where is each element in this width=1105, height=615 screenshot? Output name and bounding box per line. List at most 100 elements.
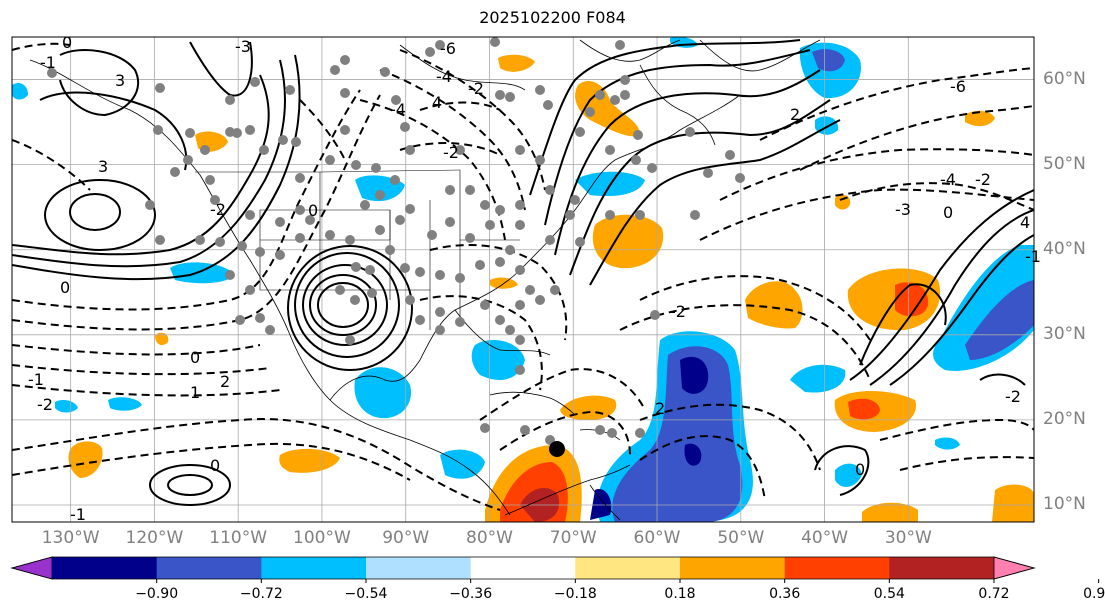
station-dot <box>155 83 165 93</box>
station-dot <box>610 95 620 105</box>
station-dot <box>435 270 445 280</box>
colorbar-segment <box>261 557 367 579</box>
negative-anomaly-region <box>835 463 862 487</box>
contour-label: -1 <box>28 370 44 389</box>
storm-center-marker <box>549 441 565 457</box>
contour-label: 4 <box>1020 213 1030 232</box>
contour-label: 1 <box>190 383 200 402</box>
station-dot <box>535 155 545 165</box>
station-dot <box>375 190 385 200</box>
contour-label: -3 <box>895 200 911 219</box>
positive-anomaly-region <box>835 194 851 210</box>
station-dot <box>480 200 490 210</box>
station-dot <box>391 95 401 105</box>
latitude-label: 40°N <box>1043 238 1086 259</box>
station-dot <box>435 325 445 335</box>
station-dot <box>465 233 475 243</box>
station-dot <box>575 127 585 137</box>
colorbar-segment <box>784 557 890 579</box>
contour-label: -4 <box>436 67 452 86</box>
station-dot <box>480 300 490 310</box>
positive-anomaly-region <box>575 80 640 137</box>
station-dot <box>735 173 745 183</box>
station-dot <box>505 92 515 102</box>
station-dot <box>515 265 525 275</box>
contour-label: 0 <box>855 460 865 479</box>
station-dot <box>295 205 305 215</box>
colorbar-tick-label: 0.18 <box>664 586 696 602</box>
station-dot <box>690 210 700 220</box>
station-dot <box>570 195 580 205</box>
station-dot <box>405 145 415 155</box>
contour-label: -2 <box>210 200 226 219</box>
map-frame <box>11 36 1035 523</box>
station-dot <box>605 145 615 155</box>
colorbar <box>10 556 1100 583</box>
longitude-label: 130°W <box>41 528 100 548</box>
negative-anomaly-region <box>170 262 235 284</box>
station-dot <box>595 90 605 100</box>
station-dot <box>435 40 445 50</box>
contour-label: 0 <box>308 201 318 220</box>
station-dot <box>210 195 220 205</box>
station-dot <box>485 220 495 230</box>
contour-label: 2 <box>655 399 665 418</box>
station-dot <box>275 250 285 260</box>
longitude-label: 50°W <box>717 528 765 548</box>
longitude-label: 30°W <box>884 528 932 548</box>
negative-anomaly-region <box>471 340 525 380</box>
station-dot <box>183 155 193 165</box>
contour-label: 2 <box>220 372 230 391</box>
colorbar-segment <box>680 557 786 579</box>
contour-label: 2 <box>790 105 800 124</box>
contour-label: 0 <box>60 278 70 297</box>
station-dot <box>475 260 485 270</box>
negative-anomaly-region <box>108 397 142 411</box>
longitude-label: 40°W <box>801 528 849 548</box>
station-dot <box>495 257 505 267</box>
positive-anomaly-region <box>155 332 169 346</box>
colorbar-tick-label: 0.36 <box>769 586 801 602</box>
station-dot <box>325 230 335 240</box>
station-dot <box>605 210 615 220</box>
contour-lines <box>12 39 1034 506</box>
contour-labels: -1 0 3 -3 -6 -4 -2 3 4 -4 -2 0 -2 0 0 2 1 -1 -2 -1 0 2 -6 -4 -3 -… <box>28 33 1041 524</box>
negative-anomaly-region <box>965 280 1034 360</box>
station-dot <box>455 145 465 155</box>
station-dot <box>455 273 465 283</box>
station-dot <box>505 245 515 255</box>
longitude-label: 110°W <box>209 528 268 548</box>
colorbar-tick-label: 0.72 <box>978 586 1010 602</box>
positive-anomaly-region <box>848 398 880 420</box>
negative-anomaly-region <box>440 449 485 479</box>
negative-anomaly-region <box>790 364 846 393</box>
station-dot <box>545 185 555 195</box>
graticule <box>12 37 1034 522</box>
station-dot <box>595 425 605 435</box>
station-dot <box>405 295 415 305</box>
station-dot <box>427 230 437 240</box>
station-dot <box>535 295 545 305</box>
station-dot <box>400 122 410 132</box>
station-dot <box>360 200 370 210</box>
station-dot <box>495 315 505 325</box>
station-dot <box>633 130 643 140</box>
station-dot <box>245 125 255 135</box>
station-dot <box>620 90 630 100</box>
contour-label: 4 <box>432 93 442 112</box>
station-dot <box>515 365 525 375</box>
station-dot <box>285 85 295 95</box>
longitude-label: 80°W <box>466 528 513 548</box>
colorbar-tick-label: −0.72 <box>239 586 283 602</box>
station-dot <box>225 270 235 280</box>
station-dot <box>490 37 500 47</box>
station-dot <box>445 185 455 195</box>
strong-negative-anomaly <box>590 489 612 520</box>
strong-negative-anomaly <box>680 356 709 394</box>
station-dot <box>520 425 530 435</box>
latitude-label: 30°N <box>1043 323 1086 344</box>
station-dot <box>275 217 285 227</box>
station-dot <box>170 167 180 177</box>
colorbar-tick-label: −0.36 <box>449 586 493 602</box>
negative-anomaly-region <box>55 400 78 413</box>
